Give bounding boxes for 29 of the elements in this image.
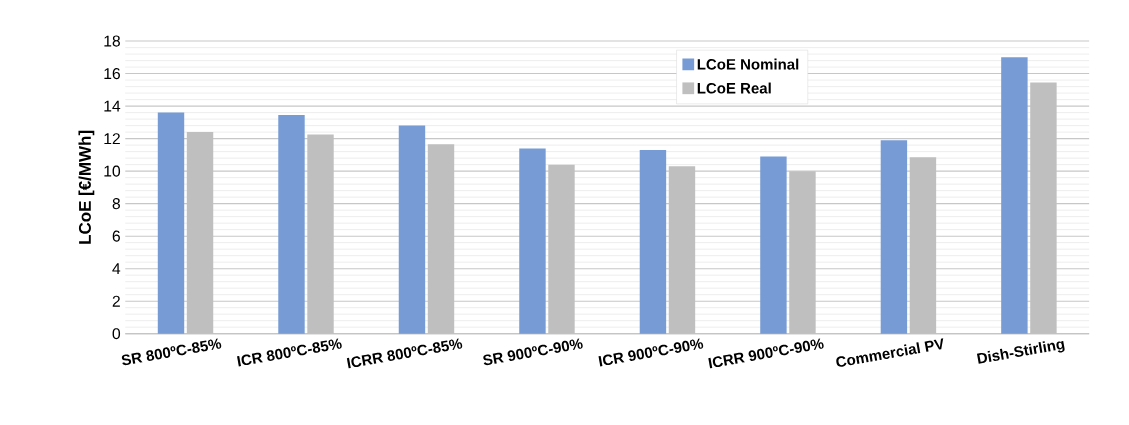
x-tick-label: Commercial PV — [836, 338, 944, 368]
y-tick-label: 6 — [112, 230, 120, 242]
bar — [157, 112, 185, 334]
y-tick-label: 0 — [112, 328, 121, 340]
y-tick-label: 2 — [112, 295, 120, 307]
y-tick-label: 10 — [104, 165, 121, 177]
y-tick-label: 4 — [112, 263, 121, 275]
y-axis-title: LCoE [€/MWh] — [78, 131, 95, 244]
x-tick-label: ICR 800ºC-85% — [237, 338, 342, 367]
x-tick-label: SR 900ºC-90% — [483, 338, 583, 366]
x-tick-label: ICRR 800ºC-85% — [346, 338, 463, 369]
y-tick-label: 18 — [104, 35, 120, 47]
bar — [1001, 57, 1028, 334]
bar — [760, 156, 787, 334]
x-tick-label: SR 800ºC-85% — [121, 338, 222, 366]
bar — [639, 150, 667, 334]
x-tick-label: Dish-Stirling — [976, 341, 1065, 364]
x-tick-label: ICR 900ºC-90% — [598, 338, 704, 367]
legend-label: LCoE Nominal — [697, 58, 799, 70]
y-tick-label: 12 — [104, 133, 120, 145]
bar — [880, 140, 908, 334]
bar — [278, 115, 305, 334]
y-tick-label: 8 — [112, 198, 120, 210]
bar — [398, 125, 426, 334]
legend-label: LCoE Real — [697, 82, 771, 94]
bar — [519, 148, 546, 334]
x-tick-label: ICRR 900ºC-90% — [708, 338, 824, 369]
y-tick-label: 14 — [104, 100, 121, 112]
y-tick-label: 16 — [104, 68, 120, 80]
